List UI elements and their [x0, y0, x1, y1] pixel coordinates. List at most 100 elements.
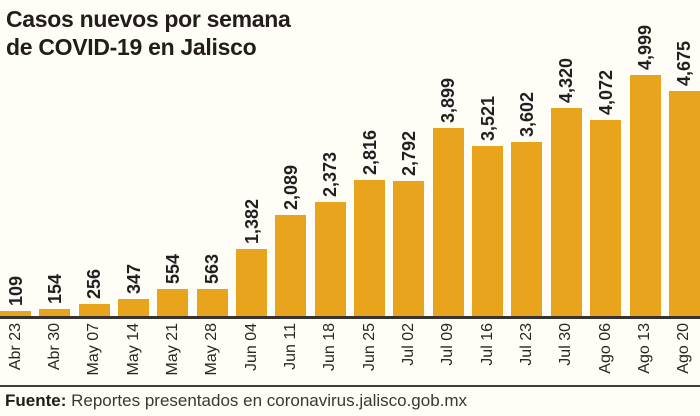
- bar-column: 154: [39, 273, 71, 316]
- x-axis-label: Abr 23: [6, 323, 24, 371]
- x-axis-tick: Abr 23: [0, 323, 31, 383]
- x-axis-label: May 28: [203, 323, 221, 376]
- bar-column: 2,089: [275, 164, 307, 316]
- bar-value-label: 4,675: [674, 40, 695, 86]
- bar-value-label: 154: [44, 273, 65, 304]
- bar-value-label: 1,382: [241, 198, 262, 244]
- bar-value-label: 4,320: [556, 57, 577, 103]
- bar: [275, 215, 307, 316]
- x-axis-label: Jul 09: [439, 323, 457, 366]
- x-axis-label: Jul 02: [399, 323, 417, 366]
- bar: [236, 249, 268, 316]
- bar-value-label: 3,602: [516, 91, 537, 137]
- x-axis-tick: Jul 16: [472, 323, 503, 383]
- bar: [472, 146, 504, 316]
- bar: [590, 120, 622, 316]
- bar-value-label: 347: [123, 263, 144, 294]
- bar: [0, 311, 31, 316]
- bar-value-label: 4,072: [595, 69, 616, 115]
- x-axis-label: Ago 13: [636, 323, 653, 374]
- bar: [39, 309, 71, 316]
- x-axis-label: Abr 30: [45, 323, 63, 371]
- x-axis-tick: Ago 13: [630, 323, 661, 383]
- bar-value-label: 2,089: [280, 164, 301, 210]
- bar: [393, 181, 425, 316]
- bar-column: 554: [157, 253, 189, 316]
- bar-column: 4,999: [629, 24, 661, 316]
- bar-value-label: 563: [202, 253, 223, 284]
- x-axis-tick: Jun 04: [236, 323, 267, 383]
- bar-value-label: 3,899: [438, 77, 459, 123]
- x-axis-label: Jun 25: [360, 323, 378, 372]
- bar-column: 3,899: [432, 77, 464, 316]
- bar-value-label: 4,999: [635, 24, 655, 70]
- bar: [78, 304, 110, 316]
- bar-chart: 109 154 256 347 554 563 1,382 2,089 2,373 2,816 2,…: [0, 24, 700, 316]
- x-axis-tick: Abr 30: [39, 323, 70, 383]
- bar-column: 256: [78, 268, 110, 316]
- bar: [629, 75, 661, 316]
- x-axis-tick: Jul 02: [393, 323, 424, 383]
- x-axis-tick: May 28: [197, 323, 228, 383]
- bar: [511, 142, 543, 316]
- x-axis-label: Jun 04: [242, 323, 260, 372]
- bar-column: 3,602: [511, 91, 543, 316]
- x-axis-label: Jul 23: [517, 323, 535, 366]
- x-axis-label: Jun 18: [321, 323, 339, 372]
- bar: [668, 91, 700, 316]
- x-axis-tick: May 21: [157, 323, 188, 383]
- x-axis-label: May 21: [163, 323, 181, 376]
- x-axis-label: May 14: [124, 323, 142, 376]
- bar: [550, 108, 582, 316]
- source-text: Reportes presentados en coronavirus.jali…: [71, 391, 468, 410]
- bar-value-label: 554: [162, 253, 183, 284]
- bar-column: 2,792: [393, 130, 425, 316]
- x-axis-tick: Ago 20: [669, 323, 700, 383]
- bar: [354, 180, 386, 316]
- x-axis-tick: Jun 25: [354, 323, 385, 383]
- bar-column: 2,373: [314, 151, 346, 316]
- x-axis-tick: Jul 09: [433, 323, 464, 383]
- x-axis-labels: Abr 23 Abr 30 May 07 May 14 May 21 May 28 Jun …: [0, 323, 700, 383]
- x-axis-tick: Jul 30: [551, 323, 582, 383]
- x-axis-tick: Jul 23: [511, 323, 542, 383]
- chart-title: Casos nuevos por semana de COVID-19 en J…: [6, 5, 291, 61]
- bar: [118, 299, 150, 316]
- x-axis-tick: Jun 18: [315, 323, 346, 383]
- bar-column: 4,320: [550, 57, 582, 316]
- x-axis-label: Jul 16: [478, 323, 496, 366]
- bar-value-label: 256: [84, 268, 105, 299]
- bar-column: 1,382: [236, 198, 268, 316]
- x-axis-label: Ago 06: [596, 323, 614, 374]
- chart-title-line1: Casos nuevos por semana: [6, 6, 291, 32]
- bar-value-label: 2,816: [359, 129, 380, 175]
- bar: [314, 202, 346, 316]
- x-axis-tick: May 14: [118, 323, 149, 383]
- x-axis-label: Jul 30: [557, 323, 575, 366]
- bar-value-label: 3,521: [477, 95, 498, 141]
- footer-divider: [0, 385, 700, 387]
- bar-column: 347: [118, 263, 150, 316]
- bar: [157, 289, 189, 316]
- bar-column: 109: [0, 276, 31, 316]
- x-axis-tick: Ago 06: [590, 323, 621, 383]
- bar-column: 3,521: [472, 95, 504, 316]
- x-axis-label: May 07: [85, 323, 103, 376]
- bar-column: 4,072: [590, 69, 622, 316]
- x-axis-label: Jun 11: [281, 323, 299, 370]
- x-axis-line: [0, 316, 700, 319]
- bar-value-label: 2,373: [320, 151, 341, 197]
- chart-title-line2: de COVID-19 en Jalisco: [6, 34, 257, 60]
- source-note: Fuente: Reportes presentados en coronavi…: [5, 391, 467, 411]
- bar: [432, 128, 464, 316]
- source-label: Fuente:: [5, 391, 67, 410]
- bar-column: 563: [196, 253, 228, 316]
- bar-value-label: 109: [5, 275, 26, 306]
- x-axis-tick: May 07: [79, 323, 110, 383]
- x-axis-tick: Jun 11: [275, 323, 306, 383]
- bar-value-label: 2,792: [398, 130, 419, 176]
- bar: [196, 289, 228, 316]
- bar-column: 2,816: [354, 129, 386, 316]
- bar-column: 4,675: [668, 40, 700, 316]
